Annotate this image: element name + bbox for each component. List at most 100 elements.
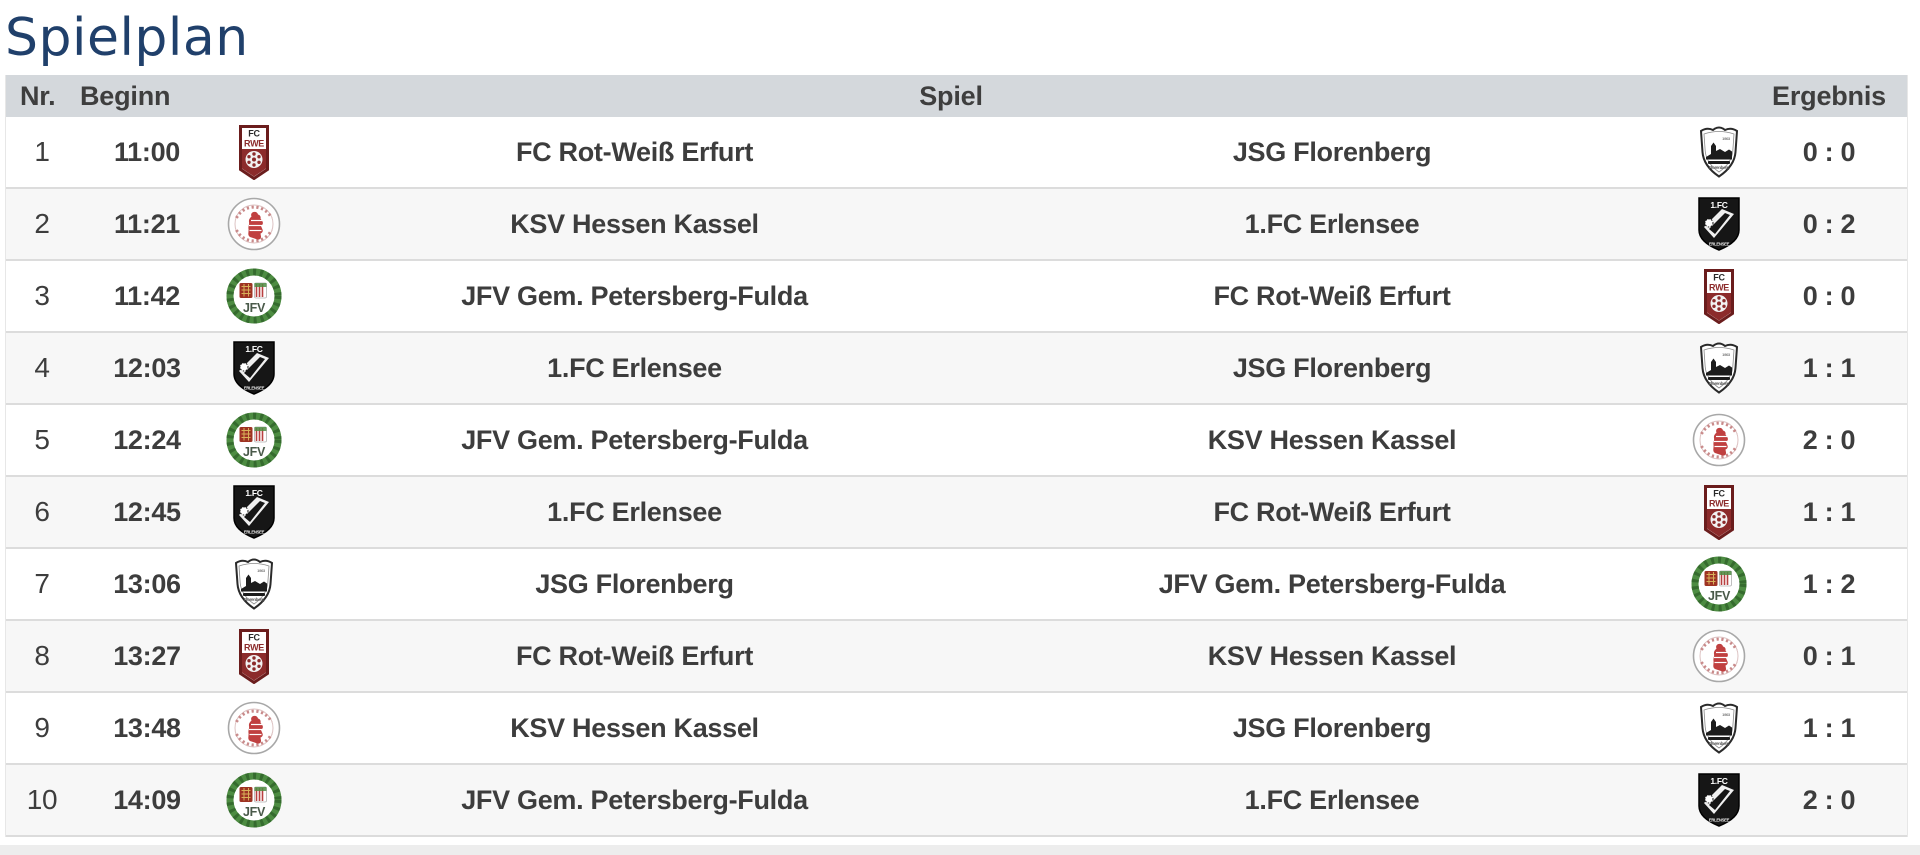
svg-text:1.FC: 1.FC xyxy=(245,488,262,498)
home-team-name: JFV Gem. Petersberg-Fulda xyxy=(461,424,808,455)
fc-rot-weiss-erfurt-logo: FC RWE xyxy=(1686,268,1751,324)
match-time: 14:09 xyxy=(113,784,181,815)
table-row[interactable]: 3 11:42 JFV JFV Gem. Petersberg-Fulda FC… xyxy=(6,261,1907,333)
svg-text:1963: 1963 xyxy=(1722,352,1731,357)
match-score: 2 : 0 xyxy=(1802,424,1856,455)
match-score: 0 : 2 xyxy=(1802,208,1856,239)
home-team-name: KSV Hessen Kassel xyxy=(510,208,759,239)
svg-text:JFV: JFV xyxy=(1707,589,1730,603)
1-fc-erlensee-logo: 1.FC ERLENSEE xyxy=(1686,772,1751,828)
table-row[interactable]: 8 13:27 FC RWE FC Rot-Weiß Erfurt KSV Hes… xyxy=(6,621,1907,693)
table-row[interactable]: 6 12:45 1.FC ERLENSEE 1.FC Erlensee FC Ro… xyxy=(6,477,1907,549)
svg-text:RWE: RWE xyxy=(244,138,264,148)
home-team-name: 1.FC Erlensee xyxy=(547,352,722,383)
header-nr: Nr. xyxy=(20,80,56,111)
page-title: Spielplan xyxy=(5,7,249,68)
away-team-name: JFV Gem. Petersberg-Fulda xyxy=(1158,568,1506,599)
jfv-gem-petersberg-fulda-logo: JFV xyxy=(1686,556,1751,612)
svg-text:JFV: JFV xyxy=(242,805,265,819)
jsg-florenberg-logo: 1963 Florenberg xyxy=(1686,340,1751,396)
match-score: 1 : 1 xyxy=(1802,496,1856,527)
away-team-name: JSG Florenberg xyxy=(1232,352,1432,383)
match-score: 1 : 1 xyxy=(1802,352,1856,383)
svg-text:Florenberg: Florenberg xyxy=(1708,165,1729,170)
table-row[interactable]: 10 14:09 JFV JFV Gem. Petersberg-Fulda 1… xyxy=(6,765,1907,837)
match-score: 0 : 1 xyxy=(1802,640,1856,671)
match-number: 6 xyxy=(34,496,50,527)
match-number: 5 xyxy=(34,424,50,455)
jfv-gem-petersberg-fulda-logo: JFV xyxy=(216,412,291,468)
svg-text:ERLENSEE: ERLENSEE xyxy=(1708,242,1729,247)
match-time: 11:00 xyxy=(113,136,181,167)
table-body: 1 11:00 FC RWE FC Rot-Weiß Erfurt JSG Flo… xyxy=(6,117,1907,837)
1-fc-erlensee-logo: 1.FC ERLENSEE xyxy=(216,340,291,396)
schedule-table: Nr. Beginn Spiel Ergebnis 1 11:00 FC RWE … xyxy=(5,75,1908,837)
away-team-name: JSG Florenberg xyxy=(1232,136,1432,167)
away-team-name: FC Rot-Weiß Erfurt xyxy=(1213,496,1451,527)
1-fc-erlensee-logo: 1.FC ERLENSEE xyxy=(1686,196,1751,252)
match-time: 12:24 xyxy=(113,424,181,455)
jfv-gem-petersberg-fulda-logo: JFV xyxy=(216,772,291,828)
away-team-name: FC Rot-Weiß Erfurt xyxy=(1213,280,1451,311)
svg-text:FC: FC xyxy=(1713,488,1725,498)
table-row[interactable]: 5 12:24 JFV JFV Gem. Petersberg-Fulda KS… xyxy=(6,405,1907,477)
svg-text:Florenberg: Florenberg xyxy=(243,597,264,602)
home-team-name: JFV Gem. Petersberg-Fulda xyxy=(461,784,808,815)
match-number: 9 xyxy=(34,712,50,743)
away-team-name: JSG Florenberg xyxy=(1232,712,1432,743)
away-team-name: 1.FC Erlensee xyxy=(1244,784,1420,815)
table-row[interactable]: 4 12:03 1.FC ERLENSEE 1.FC Erlensee JSG F… xyxy=(6,333,1907,405)
header-beginn: Beginn xyxy=(80,80,171,111)
svg-text:1.FC: 1.FC xyxy=(245,344,262,354)
match-number: 4 xyxy=(34,352,50,383)
ksv-hessen-kassel-logo xyxy=(216,197,291,251)
svg-text:RWE: RWE xyxy=(1709,498,1729,508)
home-team-name: FC Rot-Weiß Erfurt xyxy=(515,136,754,167)
fc-rot-weiss-erfurt-logo: FC RWE xyxy=(1686,484,1751,540)
match-score: 1 : 1 xyxy=(1802,712,1856,743)
home-team-name: FC Rot-Weiß Erfurt xyxy=(515,640,754,671)
table-row[interactable]: 2 11:21 KSV Hessen Kassel 1.FC Erlensee … xyxy=(6,189,1907,261)
table-row[interactable]: 9 13:48 KSV Hessen Kassel JSG Florenberg… xyxy=(6,693,1907,765)
match-score: 0 : 0 xyxy=(1802,280,1856,311)
match-time: 13:48 xyxy=(113,712,181,743)
jsg-florenberg-logo: 1963 Florenberg xyxy=(216,556,291,612)
1-fc-erlensee-logo: 1.FC ERLENSEE xyxy=(216,484,291,540)
svg-text:JFV: JFV xyxy=(242,445,265,459)
ksv-hessen-kassel-logo xyxy=(216,701,291,755)
match-time: 12:45 xyxy=(113,496,181,527)
match-number: 2 xyxy=(34,208,50,239)
home-team-name: 1.FC Erlensee xyxy=(547,496,722,527)
match-score: 2 : 0 xyxy=(1802,784,1856,815)
svg-text:FC: FC xyxy=(248,128,260,138)
match-time: 13:27 xyxy=(113,640,181,671)
section-divider xyxy=(0,845,1920,855)
fc-rot-weiss-erfurt-logo: FC RWE xyxy=(216,628,291,684)
table-row[interactable]: 1 11:00 FC RWE FC Rot-Weiß Erfurt JSG Flo… xyxy=(6,117,1907,189)
svg-text:1.FC: 1.FC xyxy=(1710,200,1727,210)
svg-text:1963: 1963 xyxy=(1722,136,1731,141)
svg-text:Florenberg: Florenberg xyxy=(1708,741,1729,746)
away-team-name: KSV Hessen Kassel xyxy=(1207,640,1457,671)
table-row[interactable]: 7 13:06 1963 Florenberg JSG Florenberg JF… xyxy=(6,549,1907,621)
svg-text:ERLENSEE: ERLENSEE xyxy=(243,386,264,391)
match-score: 0 : 0 xyxy=(1802,136,1856,167)
away-team-name: KSV Hessen Kassel xyxy=(1207,424,1457,455)
svg-text:FC: FC xyxy=(248,632,260,642)
home-team-name: JSG Florenberg xyxy=(535,568,734,599)
fc-rot-weiss-erfurt-logo: FC RWE xyxy=(216,124,291,180)
svg-text:ERLENSEE: ERLENSEE xyxy=(1708,818,1729,823)
ksv-hessen-kassel-logo xyxy=(1686,413,1751,467)
svg-text:1963: 1963 xyxy=(1722,712,1731,717)
match-time: 11:42 xyxy=(113,280,181,311)
jsg-florenberg-logo: 1963 Florenberg xyxy=(1686,700,1751,756)
home-team-name: KSV Hessen Kassel xyxy=(510,712,759,743)
table-header: Nr. Beginn Spiel Ergebnis xyxy=(6,75,1907,117)
svg-text:RWE: RWE xyxy=(244,642,264,652)
match-time: 13:06 xyxy=(113,568,181,599)
svg-text:1963: 1963 xyxy=(257,568,266,573)
match-number: 1 xyxy=(34,136,50,167)
ksv-hessen-kassel-logo xyxy=(1686,629,1751,683)
match-time: 12:03 xyxy=(113,352,181,383)
